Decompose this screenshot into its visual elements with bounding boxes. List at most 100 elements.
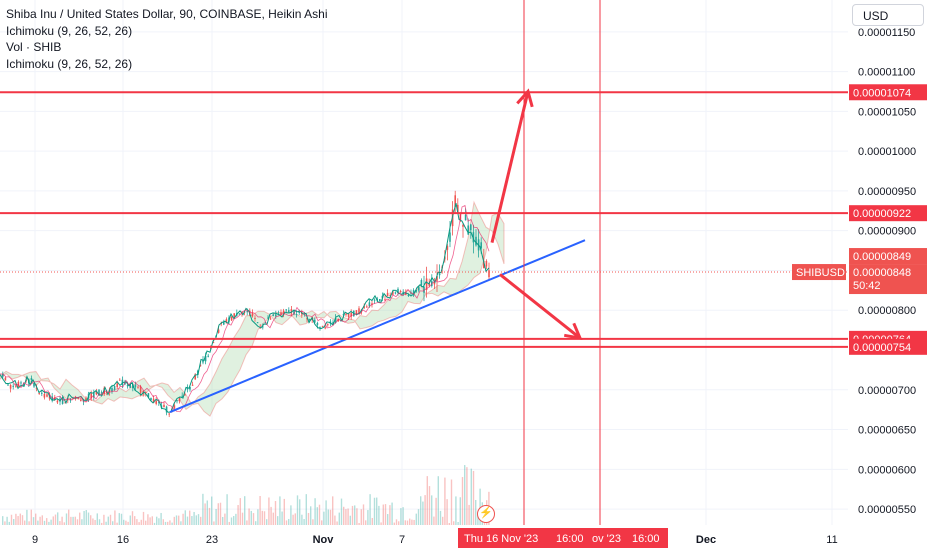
volume-bar (4, 521, 6, 525)
volume-bar (195, 515, 197, 525)
volume-bar (239, 498, 241, 525)
volume-bar (307, 512, 310, 525)
y-tick-label-6: 0.00000900 (858, 226, 916, 238)
volume-bar (138, 522, 140, 525)
x-axis-panel (0, 525, 848, 550)
volume-bar (24, 520, 26, 525)
volume-bar (164, 521, 167, 525)
volume-bar (32, 517, 35, 525)
volume-bar (327, 509, 329, 525)
volume-bar (134, 516, 136, 525)
volume-bar (76, 519, 79, 525)
volume-bar (211, 496, 213, 525)
y-tick-label-7: 0.00000950 (858, 186, 916, 198)
candle-body (184, 393, 186, 396)
volume-bar (283, 498, 285, 525)
candle-body (22, 384, 25, 386)
candle-body (204, 356, 207, 362)
candle-body (2, 373, 4, 377)
current-price-label-bg (849, 264, 927, 295)
y-tick-label-8: 0.00001000 (858, 146, 916, 158)
volume-bar (321, 520, 323, 525)
volume-bar (398, 521, 400, 525)
volume-bar (387, 514, 389, 525)
volume-bar (294, 513, 296, 525)
y-tick-label-0: 0.00000550 (858, 504, 916, 516)
x-tick-label-6: 11 (826, 534, 837, 546)
candle-body (38, 392, 40, 394)
volume-bar (343, 506, 345, 525)
volume-bar (142, 511, 145, 525)
candle-body (334, 317, 337, 324)
volume-bar (200, 516, 202, 525)
x-tick-label-2: 23 (206, 534, 218, 546)
volume-bar (259, 495, 261, 525)
candle-body (173, 405, 176, 409)
candle-body (298, 311, 300, 313)
candle-body (111, 388, 113, 392)
volume-bar (208, 507, 211, 525)
crosshair-date-bg-1 (458, 528, 548, 548)
volume-bar (85, 510, 87, 525)
volume-bar (356, 508, 358, 525)
volume-bar (244, 496, 246, 525)
candle-body (178, 397, 181, 402)
volume-bar (28, 521, 30, 525)
candle-body (350, 312, 352, 317)
trendline (169, 239, 586, 413)
volume-bar (411, 519, 413, 525)
volume-bar (114, 510, 116, 525)
volume-bar (206, 500, 208, 525)
candle-body (483, 260, 485, 269)
volume-bar (173, 516, 175, 525)
candle-body (269, 318, 272, 320)
volume-bar (444, 477, 446, 525)
current-price-label: 0.00000848 (853, 267, 911, 279)
volume-bar (404, 520, 406, 525)
candle-body (397, 288, 399, 293)
volume-bar (101, 522, 103, 525)
candle-body (223, 321, 225, 325)
volume-bar (362, 504, 365, 525)
candle-body (321, 325, 324, 327)
y-tick-label-1: 0.00000600 (858, 464, 916, 476)
volume-bar (402, 507, 404, 525)
candle-body (288, 310, 290, 312)
candle-body (9, 384, 12, 389)
volume-bar (87, 512, 90, 525)
volume-bar (52, 516, 54, 525)
currency-button[interactable]: USD (852, 4, 924, 26)
candle-body (327, 324, 329, 326)
volume-bar (459, 497, 461, 525)
volume-bar (347, 508, 349, 525)
candle-body (119, 379, 121, 381)
candle-body (295, 313, 298, 315)
candle-body (158, 401, 160, 403)
candle-body (412, 290, 415, 296)
candle-body (132, 384, 134, 389)
candle-body (454, 195, 456, 208)
volume-bar (123, 519, 125, 525)
lightning-icon[interactable]: ⚡ (477, 505, 495, 523)
candle-body (308, 318, 311, 321)
candle-body (129, 383, 131, 388)
candle-body (389, 295, 391, 297)
volume-bar (446, 499, 448, 525)
volume-bar (63, 522, 65, 525)
candle-body (433, 281, 436, 285)
candle-body (67, 399, 69, 401)
volume-bar (68, 509, 70, 525)
legend-line-volume: Vol · SHIB (6, 40, 62, 54)
candle-body (415, 290, 417, 292)
volume-bar (21, 515, 24, 525)
crosshair-time-bg-1 (548, 528, 594, 548)
countdown-label: 50:42 (853, 280, 881, 292)
volume-bar (325, 500, 327, 525)
volume-bar (237, 505, 239, 525)
volume-bar (345, 509, 347, 525)
volume-bar (409, 518, 411, 525)
volume-bar (472, 470, 475, 525)
candle-body (80, 400, 82, 402)
candle-body (56, 400, 59, 403)
